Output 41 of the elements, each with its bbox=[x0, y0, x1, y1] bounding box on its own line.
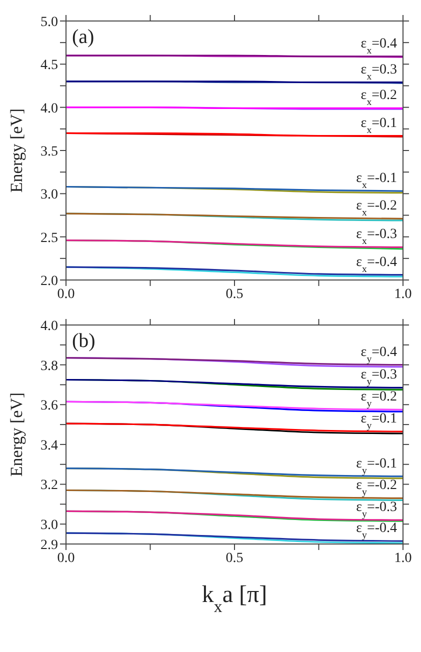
x-tick-label: 0.0 bbox=[57, 286, 75, 302]
y-axis-title: Energy [eV] bbox=[7, 108, 26, 193]
series-label: ε$_{y}$=-0.3 bbox=[356, 500, 397, 520]
y-tick-label: 3.0 bbox=[40, 188, 58, 203]
y-tick-label: 4.0 bbox=[40, 101, 58, 116]
x-tick-label: 0.5 bbox=[226, 286, 244, 302]
y-tick-label: 3.0 bbox=[40, 518, 58, 534]
series-label: ε$_{x}$=0.1 bbox=[360, 116, 397, 136]
series-label: ε$_{x}$=-0.1 bbox=[356, 171, 397, 191]
series-label: ε$_{y}$=0.1 bbox=[360, 412, 397, 432]
series-label: ε$_{x}$=-0.4 bbox=[356, 254, 397, 274]
y-axis-title: Energy [eV] bbox=[7, 392, 26, 477]
y-tick-label: 4.0 bbox=[40, 318, 58, 334]
x-tick-label: 1.0 bbox=[394, 286, 412, 302]
y-tick-label: 3.2 bbox=[40, 478, 58, 494]
series-label: ε$_{x}$=0.4 bbox=[360, 36, 397, 56]
y-tick-label: 3.4 bbox=[40, 438, 58, 454]
y-tick-label: 5.0 bbox=[40, 14, 58, 30]
series-label: ε$_{x}$=0.2 bbox=[360, 88, 397, 108]
x-axis-title: k$_{x}$a [π] bbox=[202, 582, 268, 616]
series-label: ε$_{y}$=0.3 bbox=[360, 368, 397, 388]
x-tick-label: 1.0 bbox=[394, 550, 412, 566]
series-label: ε$_{y}$=-0.2 bbox=[356, 478, 397, 498]
y-tick-label: 3.6 bbox=[40, 398, 58, 414]
series-label: ε$_{y}$=-0.4 bbox=[356, 521, 397, 541]
y-tick-label: 2.0 bbox=[40, 274, 58, 289]
y-tick-label: 2.9 bbox=[40, 538, 58, 553]
series-label: ε$_{x}$=-0.2 bbox=[356, 198, 397, 218]
series-label: ε$_{x}$=0.3 bbox=[360, 62, 397, 82]
y-tick-label: 2.5 bbox=[40, 230, 58, 246]
series-label: ε$_{y}$=0.2 bbox=[360, 390, 397, 410]
x-tick-label: 0.5 bbox=[226, 550, 244, 566]
y-tick-label: 4.5 bbox=[40, 58, 58, 74]
y-tick-label: 3.8 bbox=[40, 358, 58, 374]
annotation: (b) bbox=[72, 330, 96, 353]
y-tick-label: 3.5 bbox=[40, 144, 58, 160]
series-label: ε$_{x}$=-0.3 bbox=[356, 227, 397, 247]
annotation: (a) bbox=[72, 26, 94, 49]
series-label: ε$_{y}$=0.4 bbox=[360, 344, 397, 364]
series-label: ε$_{y}$=-0.1 bbox=[356, 456, 397, 476]
x-tick-label: 0.0 bbox=[57, 550, 75, 566]
